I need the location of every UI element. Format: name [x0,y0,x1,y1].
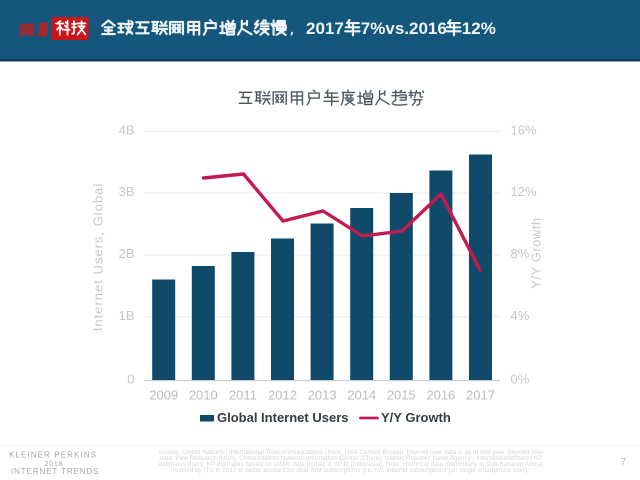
svg-text:estimates (Iran), KP estimates: estimates (Iran), KP estimates based on … [159,461,543,468]
svg-text:KLEINER PERKINS: KLEINER PERKINS [9,451,97,460]
svg-text:2017: 2017 [306,19,344,38]
svg-text:revised by ITU in 2017 to bett: revised by ITU in 2017 to better account… [173,467,529,474]
svg-text:2012: 2012 [268,388,297,403]
svg-text:2017: 2017 [466,388,495,403]
svg-text:2016: 2016 [426,388,455,403]
svg-text:12%: 12% [511,184,537,199]
svg-text:Y/Y Growth: Y/Y Growth [381,410,451,425]
svg-text:3B: 3B [119,184,135,199]
svg-text:2013: 2013 [308,388,337,403]
svg-text:2015: 2015 [387,388,416,403]
svg-text:7: 7 [620,457,626,468]
svg-text:2B: 2B [119,246,135,261]
svg-text:0%: 0% [511,372,530,387]
svg-text:Global Internet Users: Global Internet Users [217,410,348,425]
svg-text:7%vs.2016: 7%vs.2016 [361,19,447,38]
svg-text:INTERNET TRENDS: INTERNET TRENDS [11,467,99,476]
svg-text:1B: 1B [119,308,135,323]
svg-text:Internet Users, Global: Internet Users, Global [91,183,106,331]
svg-text:4B: 4B [119,123,135,138]
svg-text:2011: 2011 [229,388,257,403]
svg-text:0: 0 [127,372,134,387]
svg-text:2014: 2014 [347,388,376,403]
svg-text:Source: United Nations / Inter: Source: United Nations / International T… [159,449,544,456]
svg-text:2018: 2018 [45,461,64,468]
svg-text:data: Pew Research (USA), Chin: data: Pew Research (USA), China Internet… [160,455,543,462]
svg-text:12%: 12% [462,19,496,38]
svg-text:4%: 4% [511,308,530,323]
svg-text:8%: 8% [511,246,530,261]
svg-text:2009: 2009 [149,388,178,403]
svg-text:Y/Y Growth: Y/Y Growth [529,217,544,288]
svg-text:16%: 16% [511,123,537,138]
svg-text:2010: 2010 [189,388,218,403]
